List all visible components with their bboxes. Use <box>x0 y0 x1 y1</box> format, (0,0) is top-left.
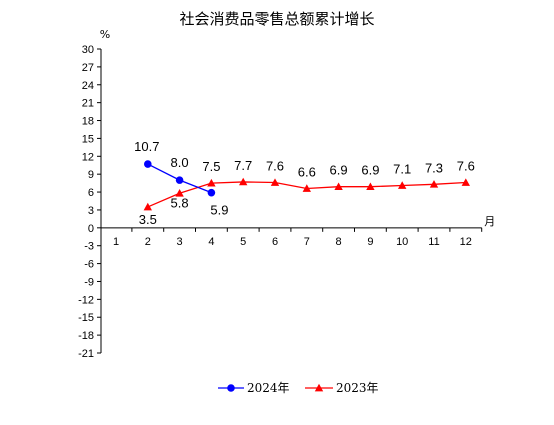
y-tick-label: 15 <box>82 133 94 145</box>
data-point <box>144 160 152 168</box>
data-point <box>461 178 470 186</box>
y-tick-label: 30 <box>82 44 94 56</box>
data-point <box>398 181 407 189</box>
x-tick-label: 2 <box>145 236 151 248</box>
chart-title: 社会消费品零售总额累计增长 <box>179 10 375 28</box>
data-label-2023: 7.7 <box>234 158 252 173</box>
data-label-2023: 7.6 <box>457 159 475 174</box>
x-axis-label: 月 <box>484 215 495 228</box>
data-point <box>429 180 439 188</box>
x-tick-label: 7 <box>304 236 310 248</box>
y-tick-label: -18 <box>78 330 94 342</box>
data-label-2023: 6.9 <box>330 163 348 178</box>
y-tick-label: -21 <box>78 348 94 360</box>
y-tick-label: -9 <box>84 276 94 288</box>
data-label-2023: 7.3 <box>425 160 443 175</box>
x-tick-label: 6 <box>272 236 278 248</box>
y-tick-label: 21 <box>82 98 94 110</box>
x-tick-label: 8 <box>336 236 342 248</box>
data-label-2023: 5.8 <box>171 195 189 210</box>
data-point <box>207 178 216 187</box>
data-label-2023: 7.5 <box>202 159 220 174</box>
data-point <box>175 176 184 184</box>
x-tick-label: 1 <box>113 236 119 248</box>
data-point <box>270 178 280 186</box>
data-label-2023: 3.5 <box>139 212 157 227</box>
y-tick-label: 18 <box>82 116 94 128</box>
x-tick-label: 9 <box>367 236 373 248</box>
y-tick-label: -3 <box>84 241 94 253</box>
x-tick-label: 10 <box>396 236 408 248</box>
x-tick-label: 4 <box>208 236 214 248</box>
y-tick-label: -15 <box>78 312 94 324</box>
data-point <box>143 202 152 211</box>
data-labels: 10.7 8.0 5.9 3.5 5.8 7.5 7.7 7.6 6.6 6.9 6.9 7.1 7.3… <box>134 139 475 227</box>
y-tick-label: 27 <box>82 62 94 74</box>
series-layer <box>143 160 470 211</box>
x-tick-label: 12 <box>460 236 472 248</box>
data-label-2023: 7.6 <box>266 159 284 174</box>
y-axis-label: % <box>100 28 110 41</box>
legend: 2024年 2023年 <box>218 381 379 395</box>
data-label-2024: 10.7 <box>134 139 159 154</box>
data-point <box>175 189 184 197</box>
y-tick-label: 9 <box>88 169 94 181</box>
data-point <box>334 182 343 191</box>
data-label-2023: 7.1 <box>393 162 411 177</box>
x-tick-label: 3 <box>177 236 183 248</box>
data-point <box>207 188 216 197</box>
y-tick-label: 12 <box>82 151 94 163</box>
legend-marker-2023 <box>314 383 324 392</box>
data-point <box>302 184 311 192</box>
data-label-2023: 6.9 <box>361 163 379 178</box>
data-label-2024: 8.0 <box>171 155 189 170</box>
y-tick-label: 3 <box>88 205 94 217</box>
x-tick-label: 11 <box>428 236 439 248</box>
y-tick-label: 0 <box>88 223 94 235</box>
data-point <box>366 182 375 191</box>
legend-marker-2024 <box>227 384 235 392</box>
legend-label-2024: 2024年 <box>247 381 290 395</box>
x-tick-label: 5 <box>240 236 246 248</box>
data-point <box>239 177 248 186</box>
y-tick-label: -6 <box>84 259 94 271</box>
y-tick-label: -12 <box>78 294 94 306</box>
y-tick-label: 24 <box>82 80 94 92</box>
data-label-2023: 6.6 <box>298 164 316 179</box>
legend-label-2023: 2023年 <box>336 381 379 395</box>
y-tick-label: 6 <box>88 187 94 199</box>
data-label-2024: 5.9 <box>210 203 228 218</box>
